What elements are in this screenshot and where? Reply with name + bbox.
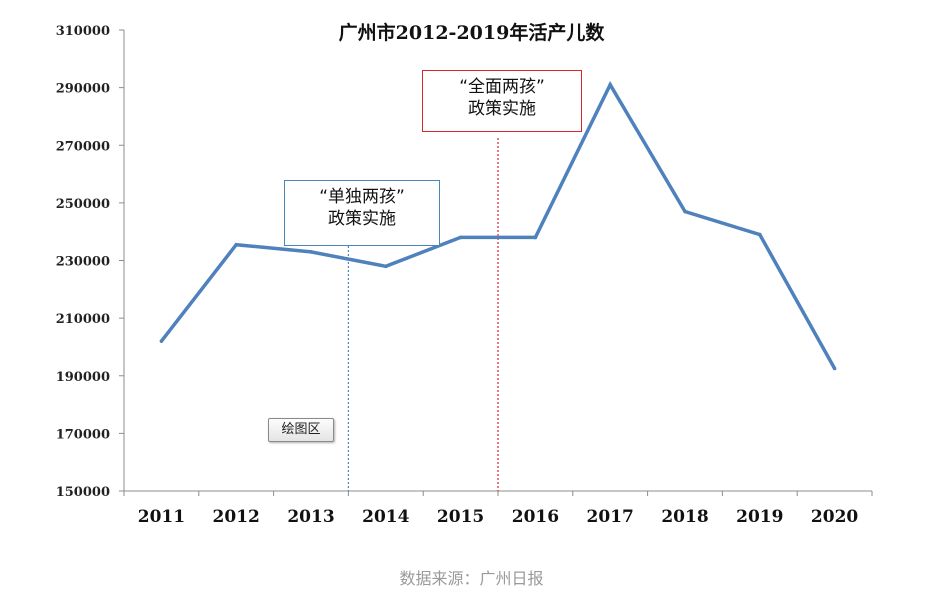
data-point xyxy=(458,235,463,240)
x-tick-label: 2016 xyxy=(512,507,559,527)
chart-title: 广州市2012-2019年活产儿数 xyxy=(338,22,605,44)
x-tick-label: 2019 xyxy=(736,507,783,527)
y-tick-label: 250000 xyxy=(56,197,110,212)
data-point xyxy=(309,250,313,254)
data-point xyxy=(384,264,388,269)
annotation-two-child-policy: “全面两孩” 政策实施 xyxy=(422,70,582,132)
x-tick-label: 2017 xyxy=(587,507,634,527)
series-line xyxy=(160,81,837,370)
data-point xyxy=(608,82,612,87)
annotation-line2: 政策实施 xyxy=(468,99,536,119)
y-tick-label: 230000 xyxy=(56,255,110,270)
x-tick-label: 2014 xyxy=(362,507,409,527)
y-tick-label: 310000 xyxy=(56,24,110,39)
y-tick-label: 290000 xyxy=(56,82,110,97)
y-tick-label: 190000 xyxy=(56,370,110,385)
x-tick-label: 2012 xyxy=(213,507,260,527)
x-tick-label: 2011 xyxy=(138,507,185,527)
x-tick-label: 2013 xyxy=(287,507,334,527)
annotation-line2: 政策实施 xyxy=(328,209,396,229)
data-point xyxy=(159,339,164,343)
y-tick-label: 150000 xyxy=(56,485,110,500)
x-tick-label: 2015 xyxy=(437,507,484,527)
data-point xyxy=(683,209,687,214)
annotation-single-child-policy: “单独两孩” 政策实施 xyxy=(284,180,440,246)
x-tick-label: 2020 xyxy=(811,507,858,527)
data-point xyxy=(234,242,238,247)
data-point xyxy=(832,366,837,371)
x-tick-label: 2018 xyxy=(661,507,708,527)
data-point xyxy=(533,235,538,240)
y-tick-label: 270000 xyxy=(56,139,110,154)
data-point xyxy=(758,232,762,237)
annotation-line1: “单独两孩” xyxy=(319,187,405,207)
data-source: 数据来源：广州日报 xyxy=(399,569,544,588)
plot-area-tooltip: 绘图区 xyxy=(268,418,334,442)
annotation-line1: “全面两孩” xyxy=(459,77,545,97)
y-tick-label: 210000 xyxy=(56,312,110,327)
y-tick-label: 170000 xyxy=(56,427,110,442)
